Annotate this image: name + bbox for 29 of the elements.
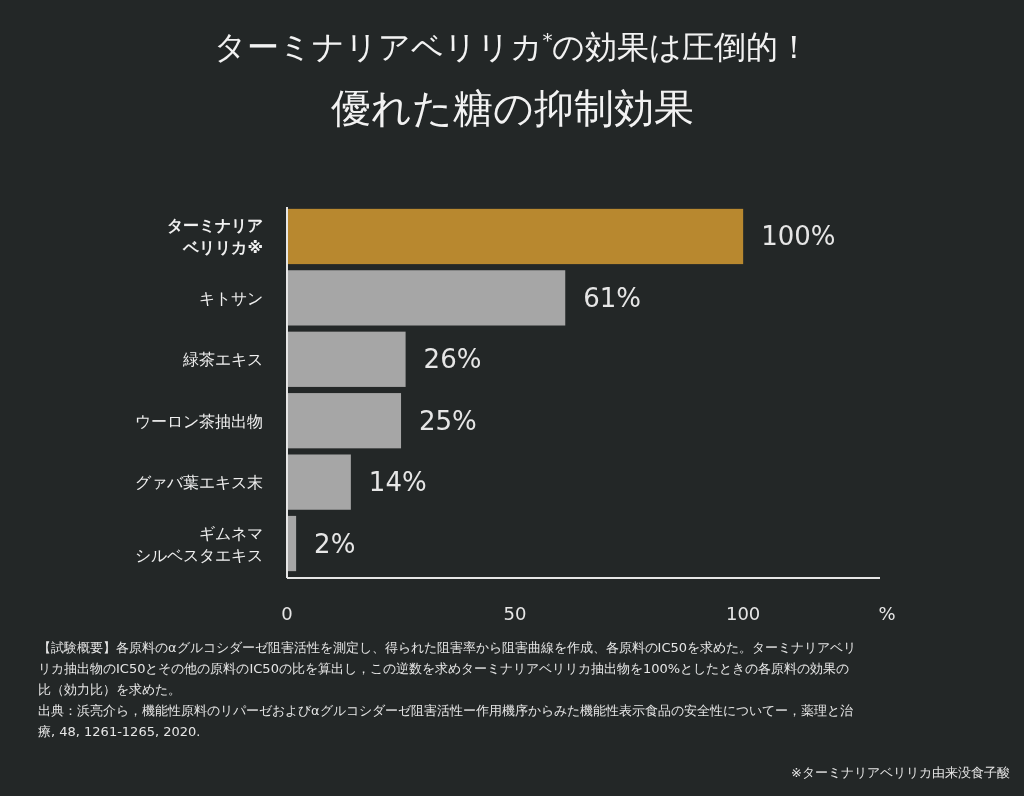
bar [287, 270, 566, 326]
bar [287, 208, 744, 265]
bar [287, 393, 402, 449]
data-label: 100% [761, 221, 836, 252]
data-label: 14% [368, 467, 427, 498]
data-label: 26% [423, 344, 482, 375]
text: リカ抽出物のIC50とその他の原料のIC50の比を算出し，この逆数を求めターミナリアベリリカ抽出物を100%としたときの各原料の効果の [38, 661, 850, 676]
y-tick-label: 緑茶エキス [182, 350, 263, 370]
text: 比（効力比）を求めた。 [38, 682, 181, 697]
y-tick-label: キトサン [199, 288, 263, 308]
y-tick-label: グァバ葉エキス末 [135, 473, 263, 493]
bar [287, 331, 406, 387]
y-tick-label: ウーロン茶抽出物 [135, 411, 263, 431]
data-label: 2% [314, 528, 356, 559]
x-tick-label: 50 [503, 603, 527, 624]
bar [287, 454, 351, 510]
x-tick-label: 0 [281, 603, 293, 624]
data-label: 25% [419, 405, 477, 436]
source-note: 出典：浜亮介ら，機能性原料のリパーゼおよびαグルコシダーゼ阻害活性ー作用機序からみた機能性表示食品の安全性についてー，薬理と治 [38, 703, 853, 718]
chart-subtitle: 優れた糖の抑制効果 [330, 85, 694, 131]
text: 【試験概要】各原料のαグルコシダーゼ阻害活性を測定し、得られた阻害率から阻害曲線を作成、各原料のIC50を求めた。ターミナリアベリ [38, 640, 857, 655]
text: ※ターミナリアベリリカ由来没食子酸 [791, 765, 1010, 780]
y-tick-label: ギムネマシルベスタエキス [135, 523, 263, 565]
text: 療, 48, 1261-1265, 2020. [38, 724, 201, 739]
chart-title: ターミナリアベリリカ$^{*}$の効果は圧倒的！ [213, 28, 811, 66]
x-tick-label: 100 [725, 603, 761, 624]
y-tick-label: ターミナリアベリリカ※ [167, 216, 263, 258]
x-axis-title: % [878, 603, 896, 624]
data-label: 61% [583, 282, 642, 313]
